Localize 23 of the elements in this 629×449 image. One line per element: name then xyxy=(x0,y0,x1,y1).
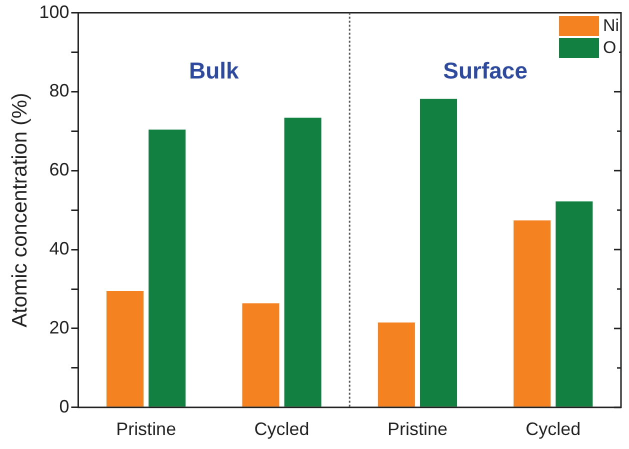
x-tick-label: Cycled xyxy=(254,419,310,440)
y-tick-label: 40 xyxy=(49,238,70,259)
bar xyxy=(106,290,144,407)
x-tick-label: Cycled xyxy=(526,419,581,440)
annotation: Surface xyxy=(443,57,528,84)
x-tick-label: Pristine xyxy=(387,419,448,440)
bar xyxy=(284,118,322,407)
bar xyxy=(378,322,415,407)
x-tick-label: Pristine xyxy=(116,419,176,440)
y-axis-title: Atomic concentration (%) xyxy=(8,92,32,328)
bar xyxy=(420,98,458,407)
legend-label: Ni xyxy=(603,16,620,36)
y-tick-label: 80 xyxy=(49,80,70,101)
bar xyxy=(514,220,551,407)
annotation: Bulk xyxy=(189,57,240,84)
bar xyxy=(242,303,280,407)
legend-label: O xyxy=(603,38,616,58)
y-tick-label: 0 xyxy=(59,396,70,416)
y-tick-label: 100 xyxy=(39,2,70,22)
bar xyxy=(148,130,186,407)
bar xyxy=(556,201,593,407)
y-tick-label: 60 xyxy=(49,160,70,180)
y-tick-label: 20 xyxy=(49,317,70,338)
